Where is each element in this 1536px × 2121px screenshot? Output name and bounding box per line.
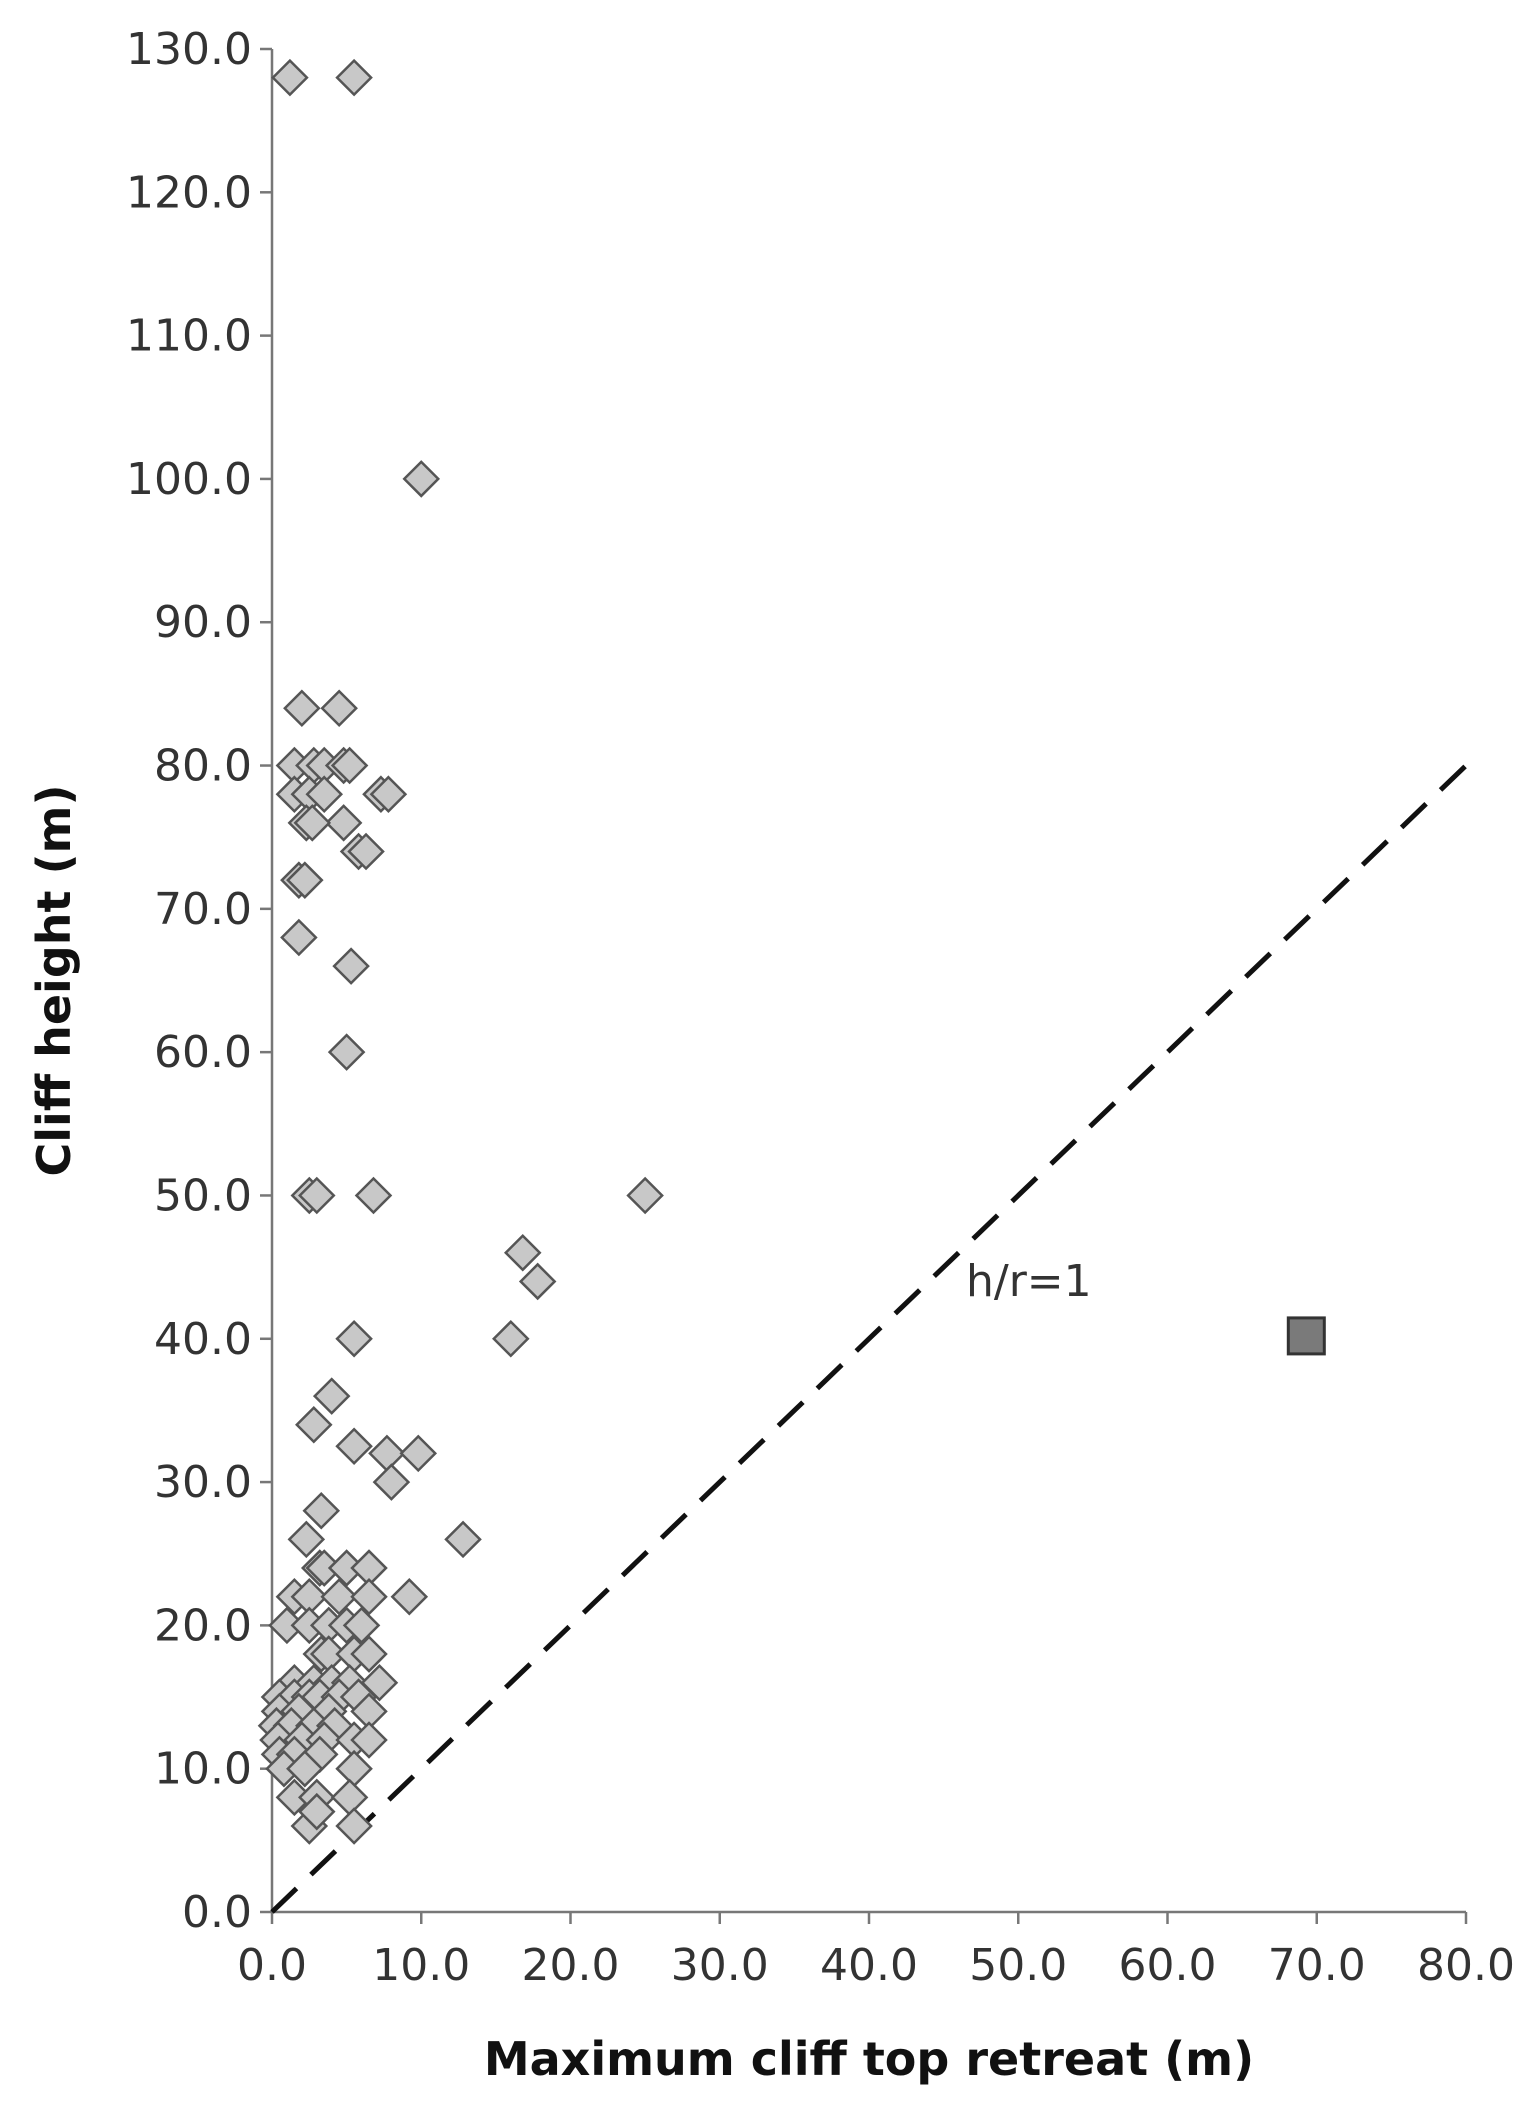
y-tick-label: 120.0 xyxy=(126,167,252,218)
data-point xyxy=(332,947,370,985)
data-point xyxy=(335,58,373,97)
data-point xyxy=(350,1635,388,1673)
data-point xyxy=(444,1520,482,1559)
y-tick-label: 40.0 xyxy=(154,1314,252,1365)
x-tick-label: 20.0 xyxy=(522,1940,620,1991)
data-point xyxy=(518,1262,557,1301)
x-tick-label: 0.0 xyxy=(237,1940,307,1991)
y-tick-label: 70.0 xyxy=(154,884,252,935)
data-point xyxy=(271,58,309,97)
y-tick-label: 110.0 xyxy=(126,311,252,362)
data-point xyxy=(287,1520,326,1559)
x-tick-label: 50.0 xyxy=(969,1940,1067,1991)
data-point xyxy=(302,1491,341,1530)
data-point xyxy=(293,804,332,842)
data-point xyxy=(368,1434,406,1473)
data-point xyxy=(335,1427,373,1466)
y-tick-label: 30.0 xyxy=(154,1457,252,1508)
x-tick-label: 30.0 xyxy=(671,1940,769,1991)
data-point xyxy=(312,1377,351,1415)
x-axis-title: Maximum cliff top retreat (m) xyxy=(484,2032,1254,2086)
data-point xyxy=(372,1463,411,1501)
y-axis-title: Cliff height (m) xyxy=(27,785,81,1177)
reference-line-group xyxy=(270,763,1468,1914)
y-tick-label: 60.0 xyxy=(154,1027,252,1078)
data-point xyxy=(335,1320,373,1358)
data-point xyxy=(286,1749,324,1788)
reference-line xyxy=(270,763,1468,1914)
y-tick-label: 90.0 xyxy=(154,597,252,648)
data-point xyxy=(330,1778,369,1817)
data-point xyxy=(342,1606,381,1645)
data-point xyxy=(350,1577,388,1616)
data-point xyxy=(305,775,344,813)
data-points xyxy=(257,58,1326,1845)
data-point xyxy=(503,1234,542,1272)
reference-line-label: h/r=1 xyxy=(966,1256,1092,1307)
data-point xyxy=(327,1033,366,1071)
x-tick-label: 80.0 xyxy=(1417,1940,1515,1991)
data-point xyxy=(626,1176,664,1215)
axes xyxy=(260,47,1468,1924)
y-tick-label: 80.0 xyxy=(154,741,252,792)
y-tick-label: 50.0 xyxy=(154,1170,252,1221)
data-point xyxy=(298,1176,336,1215)
data-point xyxy=(335,1807,373,1845)
x-tick-label: 70.0 xyxy=(1268,1940,1366,1991)
data-point xyxy=(1286,1316,1326,1356)
data-point xyxy=(324,804,363,842)
data-point xyxy=(347,832,385,871)
data-point xyxy=(320,689,358,727)
data-point xyxy=(402,460,441,498)
data-point xyxy=(399,1434,438,1473)
data-point xyxy=(330,746,369,785)
y-tick-label: 20.0 xyxy=(154,1600,252,1651)
x-tick-label: 10.0 xyxy=(372,1940,470,1991)
y-tick-label: 0.0 xyxy=(182,1887,252,1938)
data-point xyxy=(286,861,324,899)
data-point xyxy=(335,1749,373,1788)
tick-labels: 0.0 10.0 20.0 30.0 40.0 50.0 60.0 70.0 80.0 90.0 1… xyxy=(126,24,1515,1991)
data-point xyxy=(354,1176,393,1215)
y-tick-label: 100.0 xyxy=(126,454,252,505)
y-tick-label: 10.0 xyxy=(154,1744,252,1795)
data-point xyxy=(280,918,318,957)
data-point xyxy=(295,1405,333,1444)
data-point xyxy=(283,689,321,727)
x-tick-label: 40.0 xyxy=(820,1940,918,1991)
data-point xyxy=(369,775,408,813)
data-point xyxy=(320,1577,358,1616)
data-point xyxy=(492,1320,530,1358)
data-point xyxy=(298,1792,336,1831)
y-tick-label: 130.0 xyxy=(126,24,252,75)
data-point xyxy=(390,1577,429,1616)
x-tick-label: 60.0 xyxy=(1119,1940,1217,1991)
data-point xyxy=(350,1721,388,1759)
